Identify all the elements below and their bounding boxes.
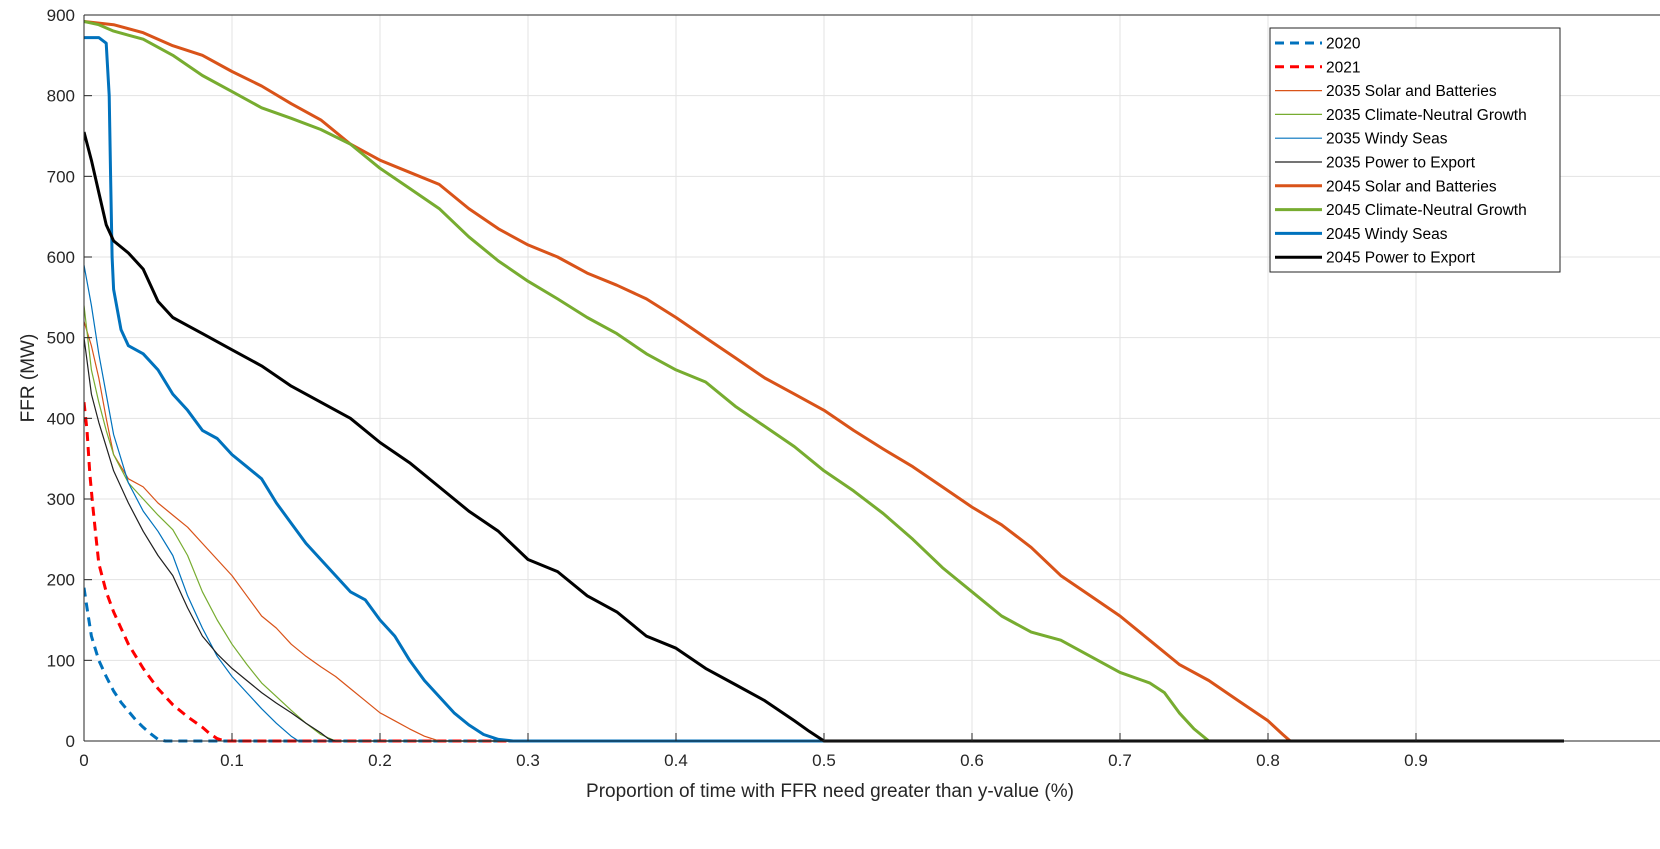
- series-line-2045-power-to-export: [84, 131, 1564, 743]
- y-tick-label: 400: [47, 409, 75, 428]
- y-tick-label: 0: [66, 732, 75, 751]
- x-tick-label: 0.5: [812, 751, 836, 770]
- series-line-2035-climate-neutral-growth: [84, 305, 1564, 742]
- axes: [83, 14, 1660, 742]
- x-tick-label: 0.2: [368, 751, 392, 770]
- series-line-2045-climate-neutral-growth: [84, 20, 1564, 743]
- y-tick-label: 500: [47, 329, 75, 348]
- series-line-2045-solar-and-batteries: [84, 20, 1564, 743]
- x-tick-label: 0.1: [220, 751, 244, 770]
- x-tick-label: 0.7: [1108, 751, 1132, 770]
- tick-labels: 0 0.1 0.2 0.3 0.4 0.5 0.6 0.7 0.8 0.9 0 100 200 300 40…: [47, 6, 1428, 770]
- y-axis-label: FFR (MW): [18, 334, 39, 423]
- legend-label: 2035 Power to Export: [1326, 155, 1476, 172]
- x-axis-label: Proportion of time with FFR need greater…: [586, 781, 1074, 802]
- x-tick-label: 0.9: [1404, 751, 1428, 770]
- legend-label: 2035 Climate-Neutral Growth: [1326, 107, 1527, 124]
- y-tick-label: 800: [47, 87, 75, 106]
- series-line-2045-windy-seas: [84, 36, 1564, 743]
- x-tick-label: 0.8: [1256, 751, 1280, 770]
- y-tick-label: 200: [47, 571, 75, 590]
- y-tick-label: 700: [47, 167, 75, 186]
- x-tick-label: 0.6: [960, 751, 984, 770]
- y-tick-label: 300: [47, 490, 75, 509]
- legend: 2020 2021 2035 Solar and Batteries 2035 Cli…: [1269, 27, 1561, 273]
- series-group: [84, 20, 1564, 743]
- x-tick-label: 0: [79, 751, 88, 770]
- series-line-2035-solar-and-batteries: [84, 321, 1564, 742]
- x-tick-label: 0.3: [516, 751, 540, 770]
- y-tick-label: 900: [47, 6, 75, 25]
- series-line-2021: [84, 402, 1564, 743]
- legend-label: 2045 Solar and Batteries: [1326, 178, 1497, 195]
- legend-label: 2045 Power to Export: [1326, 250, 1476, 267]
- series-line-2035-power-to-export: [84, 337, 1564, 742]
- legend-label: 2020: [1326, 36, 1361, 53]
- y-tick-label: 600: [47, 248, 75, 267]
- legend-box: [1269, 27, 1561, 273]
- legend-label: 2035 Windy Seas: [1326, 131, 1448, 148]
- x-tick-label: 0.4: [664, 751, 688, 770]
- legend-label: 2035 Solar and Batteries: [1326, 83, 1497, 100]
- series-line-2020: [84, 587, 1564, 743]
- legend-label: 2045 Climate-Neutral Growth: [1326, 202, 1527, 219]
- y-tick-label: 100: [47, 651, 75, 670]
- series-line-2035-windy-seas: [84, 264, 1564, 742]
- legend-label: 2021: [1326, 59, 1360, 76]
- legend-label: 2045 Windy Seas: [1326, 226, 1448, 243]
